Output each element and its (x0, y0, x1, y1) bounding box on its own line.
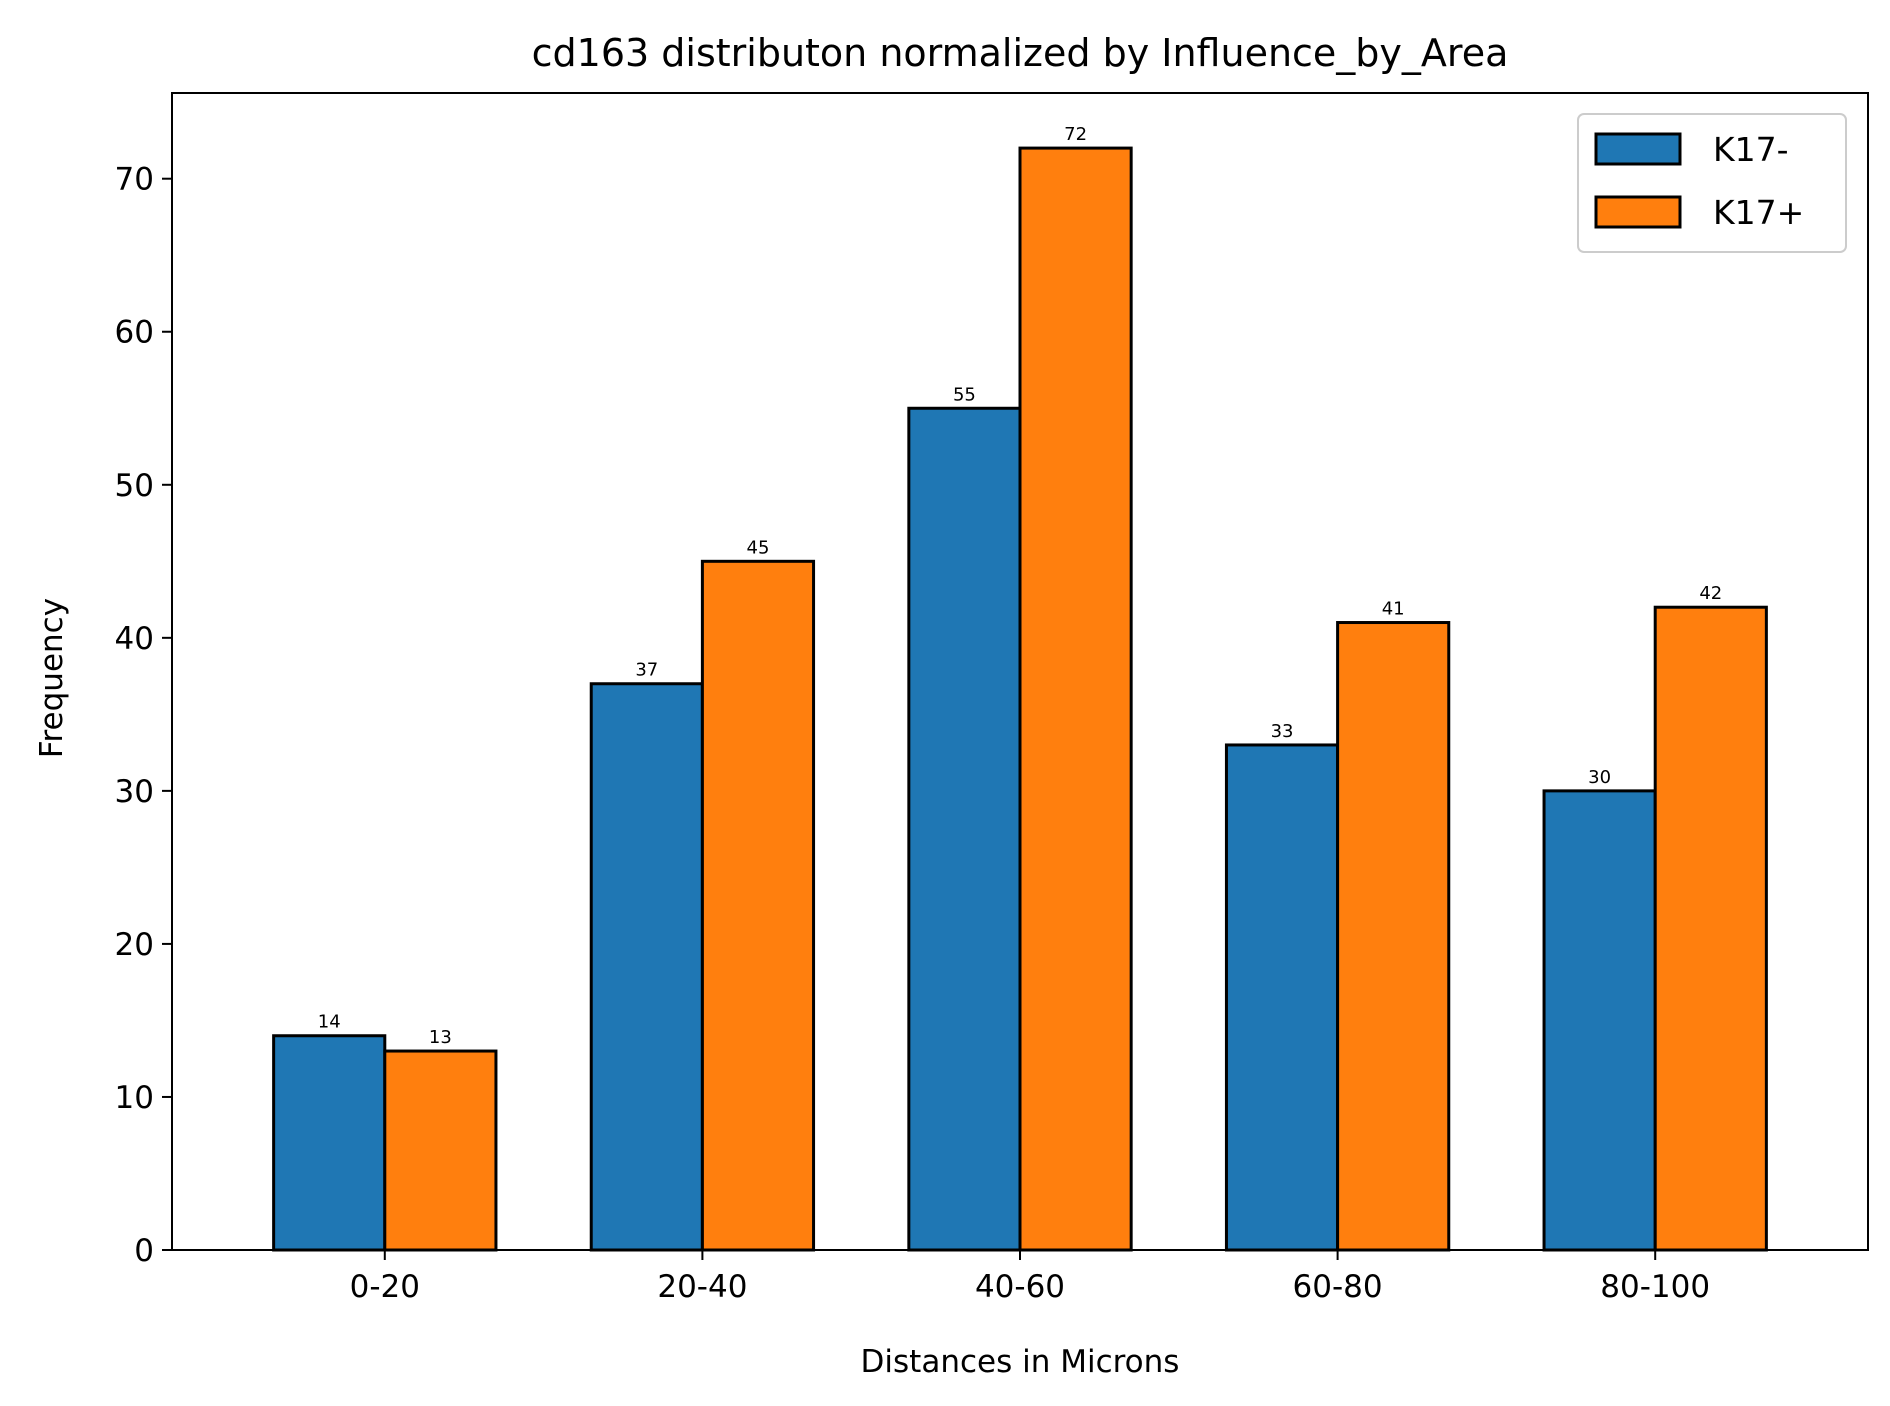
bar-K17--40-60 (907, 406, 1022, 1252)
chart-title: cd163 distributon normalized by Influenc… (532, 31, 1509, 75)
bar-K17--20-40 (589, 682, 704, 1252)
x-axis-label: Distances in Microns (861, 1344, 1180, 1380)
data-label: 42 (1699, 583, 1722, 604)
data-label: 33 (1271, 721, 1294, 742)
x-tick-label: 0-20 (350, 1269, 420, 1305)
bar-K17+-0-20 (383, 1049, 498, 1252)
data-label: 30 (1588, 767, 1611, 788)
data-label: 13 (429, 1027, 452, 1048)
bar-K17+-40-60 (1018, 146, 1133, 1252)
y-tick-label: 0 (134, 1233, 154, 1269)
x-tick-label: 40-60 (975, 1269, 1065, 1305)
plot-area: 14 37 55 33 30 13 45 72 41 42 0 10 20 30 40 50 60 70 0-20 2… (115, 92, 1869, 1305)
y-tick-label: 50 (115, 468, 154, 504)
data-label: 55 (953, 384, 976, 405)
y-tick-label: 40 (115, 621, 154, 657)
legend-label: K17- (1713, 130, 1789, 169)
legend-label: K17+ (1713, 193, 1804, 232)
legend-swatch-K17+ (1594, 195, 1682, 229)
data-label: 14 (318, 1012, 341, 1033)
y-tick-label: 70 (115, 162, 154, 198)
bar-K17--0-20 (272, 1034, 387, 1252)
x-tick-label: 60-80 (1293, 1269, 1383, 1305)
y-axis-label: Frequency (34, 598, 70, 758)
bar-K17--80-100 (1542, 789, 1657, 1252)
x-tick-label: 20-40 (657, 1269, 747, 1305)
y-tick-label: 30 (115, 774, 154, 810)
bar-K17+-20-40 (700, 559, 816, 1252)
bar-K17+-80-100 (1653, 605, 1768, 1252)
y-tick-label: 10 (115, 1080, 154, 1116)
data-label: 45 (747, 537, 770, 558)
y-tick-label: 60 (115, 315, 154, 351)
data-label: 37 (635, 660, 658, 681)
data-label: 41 (1382, 599, 1405, 620)
bar-K17+-60-80 (1336, 621, 1451, 1252)
data-label: 72 (1064, 124, 1087, 145)
bar-K17--60-80 (1224, 743, 1340, 1252)
x-tick-label: 80-100 (1600, 1269, 1710, 1305)
y-tick-label: 20 (115, 927, 154, 963)
legend-swatch-K17- (1594, 132, 1682, 166)
